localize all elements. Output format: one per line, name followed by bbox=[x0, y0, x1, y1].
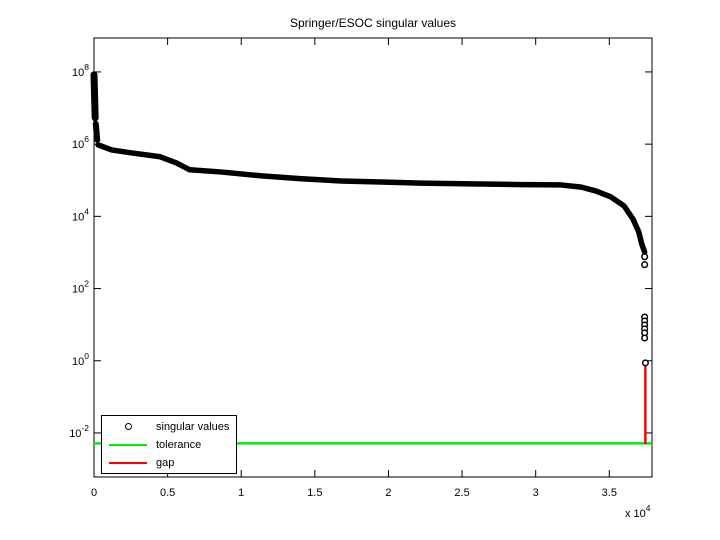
legend-label: singular values bbox=[156, 420, 230, 433]
x-tick-label: 2.5 bbox=[454, 487, 469, 499]
x-tick-label: 1.5 bbox=[307, 487, 322, 499]
legend-sample-area bbox=[109, 423, 147, 430]
x-tick-label: 3 bbox=[533, 487, 539, 499]
y-tick-label: 100 bbox=[72, 351, 89, 368]
x-axis-unit-exponent: 4 bbox=[645, 503, 651, 513]
y-tick-label: 106 bbox=[72, 134, 89, 151]
y-tick-label: 102 bbox=[72, 279, 89, 296]
y-tick-label: 104 bbox=[72, 206, 89, 223]
singular-values-curve bbox=[90, 71, 99, 122]
singular-value-marker bbox=[641, 359, 649, 367]
singular-values-curve bbox=[95, 142, 648, 255]
singular-value-marker bbox=[641, 261, 649, 269]
x-axis-unit-label: x 104 bbox=[625, 503, 651, 520]
legend-sample-area bbox=[109, 443, 147, 446]
chart-title: Springer/ESOC singular values bbox=[289, 16, 457, 30]
singular-value-marker bbox=[641, 253, 649, 261]
x-tick-label: 0 bbox=[91, 487, 97, 499]
legend-box: singular values tolerance gap bbox=[101, 415, 237, 474]
legend-sample-area bbox=[109, 461, 147, 464]
y-tick-label: 10-2 bbox=[69, 423, 89, 440]
x-axis-unit-base: x 10 bbox=[625, 508, 646, 520]
legend-label: tolerance bbox=[156, 438, 202, 451]
circle-marker-icon bbox=[124, 423, 132, 430]
legend-item-singular-values: singular values bbox=[102, 418, 236, 435]
line-sample-icon bbox=[109, 443, 147, 446]
legend-item-tolerance: tolerance bbox=[102, 436, 236, 453]
line-sample-icon bbox=[109, 461, 147, 464]
x-tick-label: 3.5 bbox=[602, 487, 617, 499]
x-tick-label: 2 bbox=[385, 487, 391, 499]
axes-box bbox=[93, 37, 653, 478]
x-tick-label: 0.5 bbox=[160, 487, 175, 499]
y-tick-label: 108 bbox=[72, 62, 89, 79]
x-tick-label: 1 bbox=[238, 487, 244, 499]
singular-value-marker bbox=[641, 334, 649, 342]
legend-item-gap: gap bbox=[102, 454, 236, 471]
legend-label: gap bbox=[156, 456, 175, 469]
singular-values-curve bbox=[92, 120, 101, 143]
